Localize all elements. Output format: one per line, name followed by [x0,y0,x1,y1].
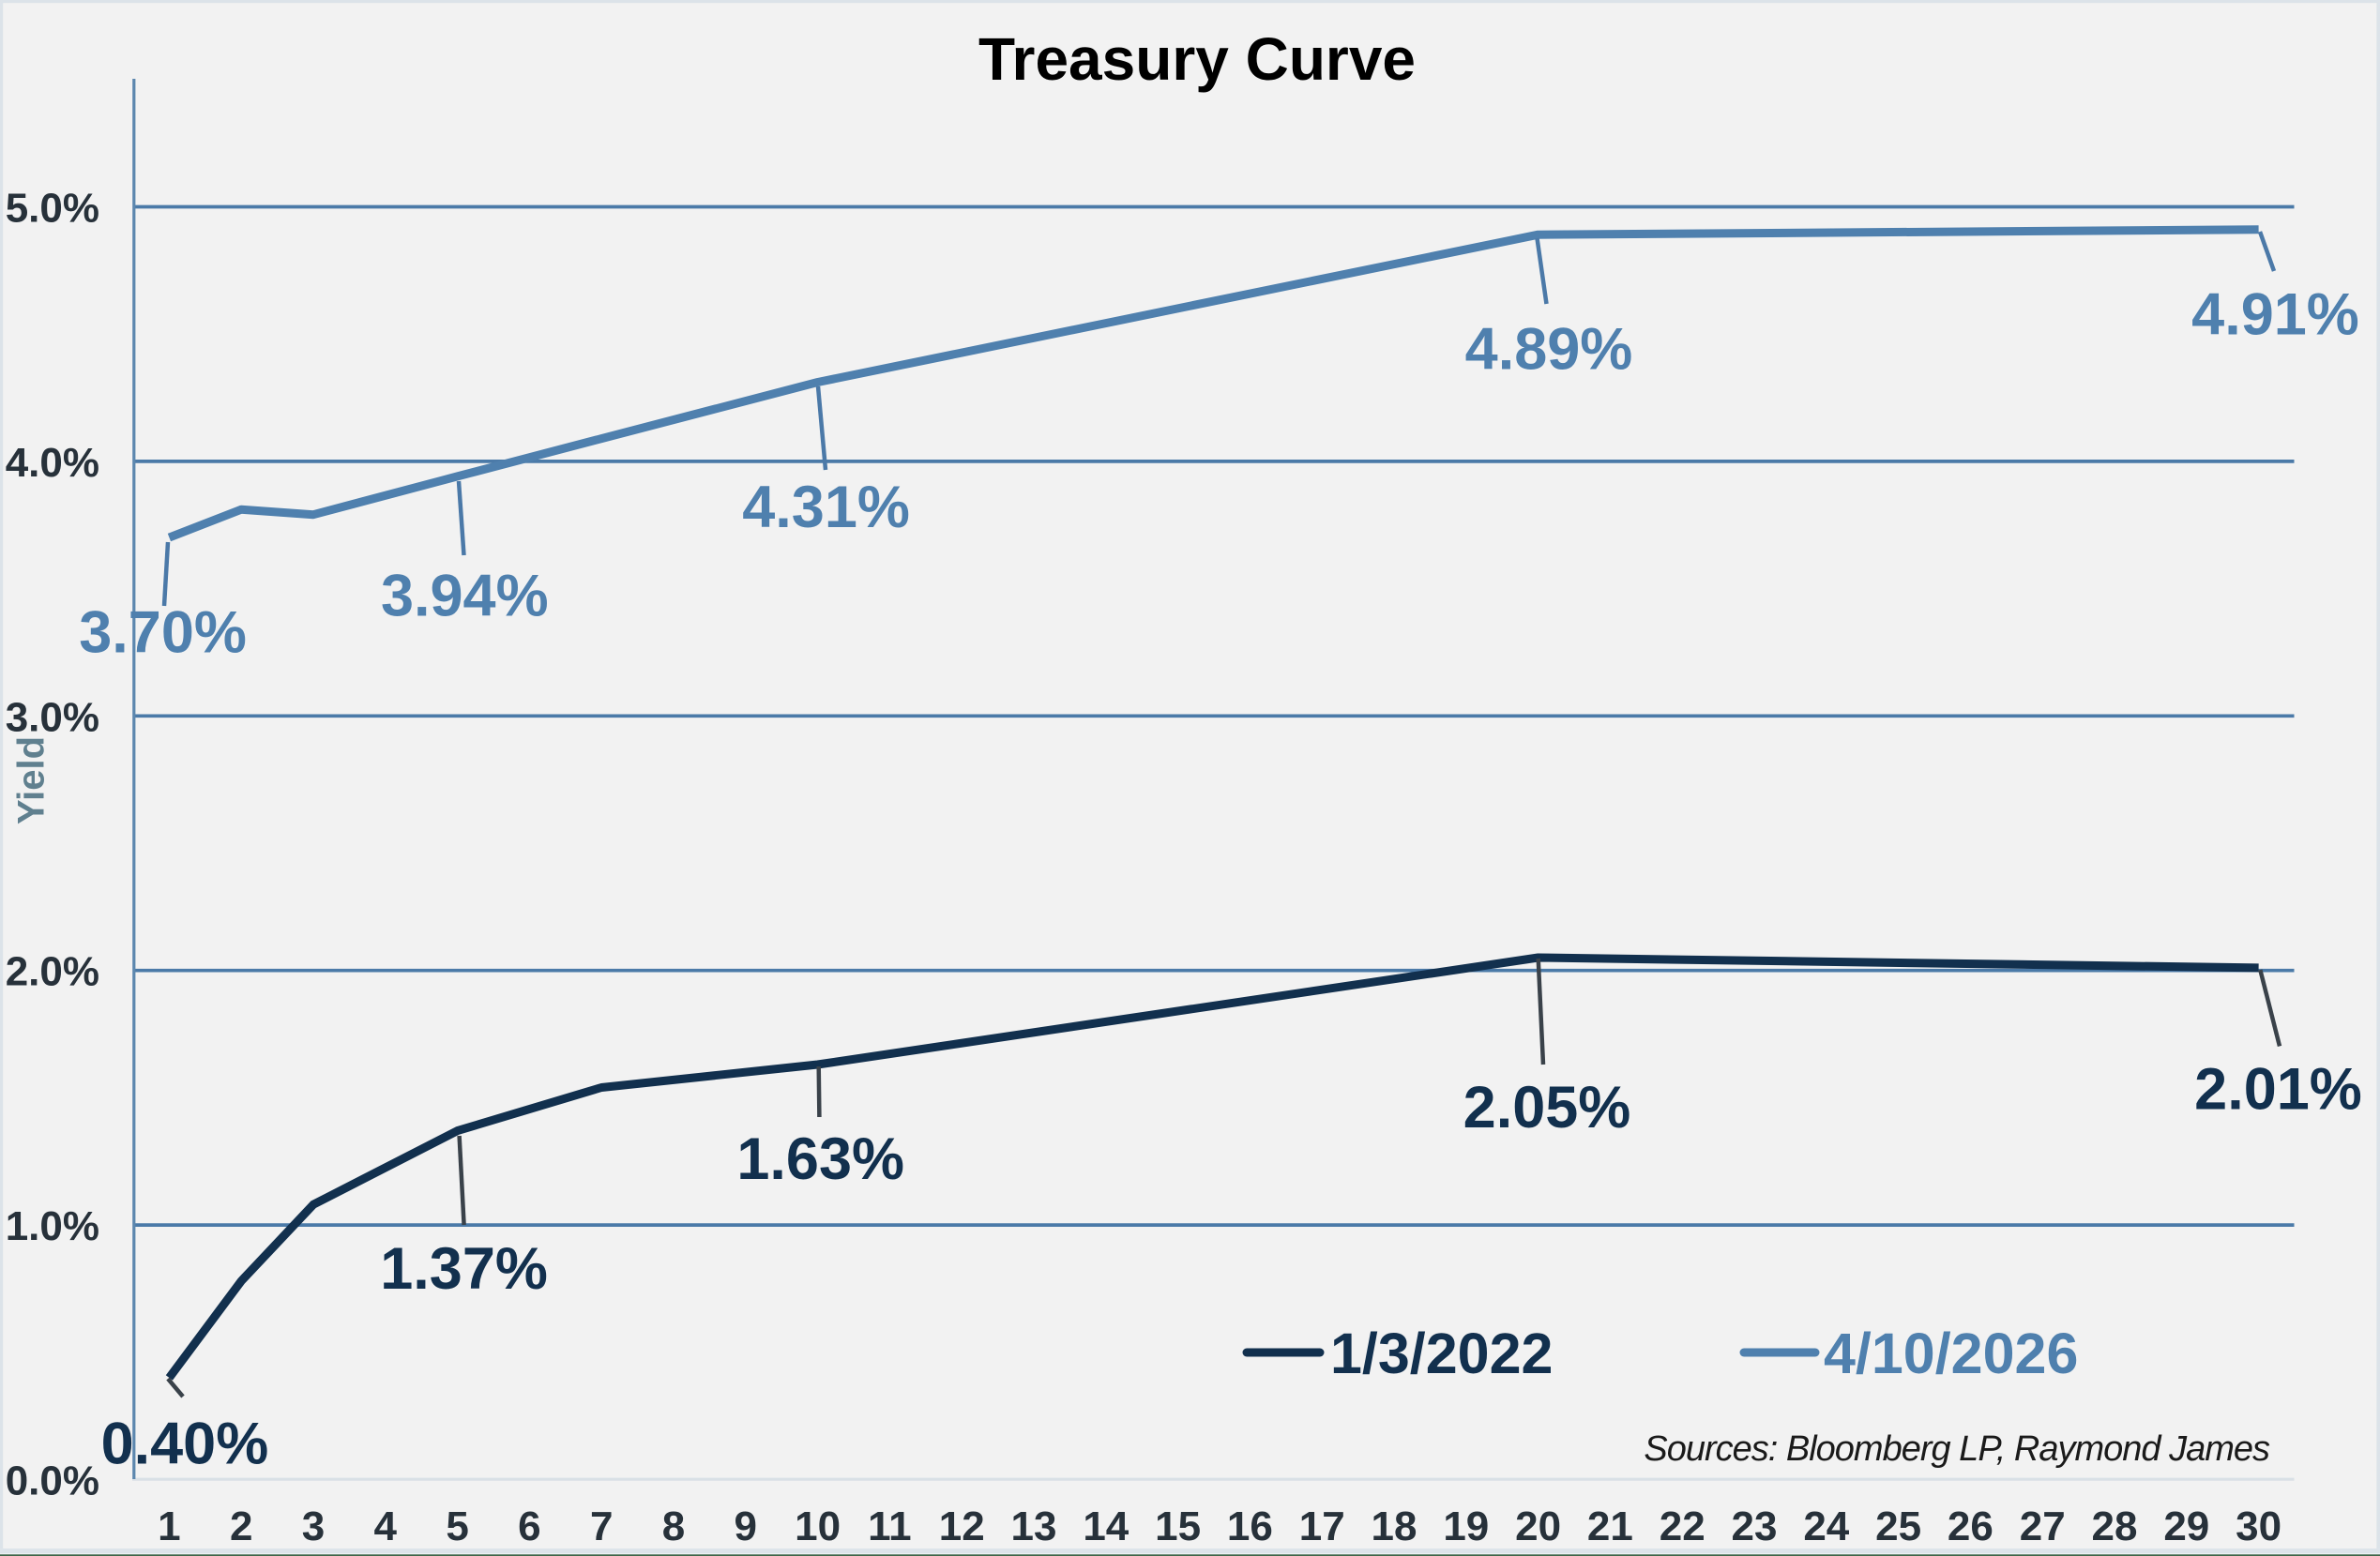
svg-text:30: 30 [2236,1503,2281,1549]
svg-text:11: 11 [868,1503,912,1549]
svg-text:21: 21 [1587,1503,1633,1549]
svg-text:9: 9 [735,1503,757,1549]
svg-text:23: 23 [1732,1503,1778,1549]
svg-text:2.0%: 2.0% [6,949,99,995]
svg-text:4.91%: 4.91% [2191,282,2359,348]
svg-text:5.0%: 5.0% [6,186,99,232]
svg-text:15: 15 [1155,1503,1201,1549]
svg-text:2.01%: 2.01% [2194,1057,2362,1123]
svg-text:16: 16 [1227,1503,1273,1549]
svg-text:8: 8 [662,1503,685,1549]
svg-text:3.70%: 3.70% [79,600,247,666]
svg-text:4: 4 [374,1503,398,1549]
svg-text:28: 28 [2092,1503,2138,1549]
svg-text:14: 14 [1083,1503,1129,1549]
svg-text:24: 24 [1803,1503,1849,1549]
svg-text:10: 10 [795,1503,841,1549]
svg-text:25: 25 [1875,1503,1921,1549]
svg-text:7: 7 [590,1503,613,1549]
svg-text:3.0%: 3.0% [6,694,99,740]
svg-text:1.63%: 1.63% [736,1126,904,1192]
svg-text:4/10/2026: 4/10/2026 [1824,1322,2078,1385]
svg-text:19: 19 [1443,1503,1489,1549]
svg-text:4.89%: 4.89% [1465,317,1633,383]
svg-text:1/3/2022: 1/3/2022 [1330,1322,1553,1385]
svg-text:3.94%: 3.94% [381,564,549,629]
svg-text:27: 27 [2020,1503,2066,1549]
svg-text:22: 22 [1660,1503,1705,1549]
svg-text:1.37%: 1.37% [380,1236,548,1302]
svg-text:12: 12 [939,1503,985,1549]
svg-text:13: 13 [1011,1503,1057,1549]
svg-text:18: 18 [1372,1503,1417,1549]
svg-text:0.40%: 0.40% [101,1411,269,1476]
svg-text:Yield: Yield [11,736,53,824]
svg-text:1: 1 [158,1503,180,1549]
svg-text:20: 20 [1515,1503,1561,1549]
svg-text:17: 17 [1299,1503,1345,1549]
svg-text:29: 29 [2163,1503,2209,1549]
svg-text:26: 26 [1948,1503,1993,1549]
svg-text:1.0%: 1.0% [6,1203,99,1249]
svg-text:2.05%: 2.05% [1463,1075,1631,1141]
svg-text:4.31%: 4.31% [742,475,910,540]
svg-text:3: 3 [302,1503,325,1549]
svg-text:6: 6 [518,1503,540,1549]
svg-text:5: 5 [446,1503,468,1549]
svg-text:4.0%: 4.0% [6,440,99,486]
svg-text:Sources: Bloomberg LP, Raymond: Sources: Bloomberg LP, Raymond James [1644,1429,2270,1469]
svg-text:Treasury Curve: Treasury Curve [978,25,1416,93]
svg-text:0.0%: 0.0% [6,1458,99,1504]
svg-text:2: 2 [230,1503,252,1549]
